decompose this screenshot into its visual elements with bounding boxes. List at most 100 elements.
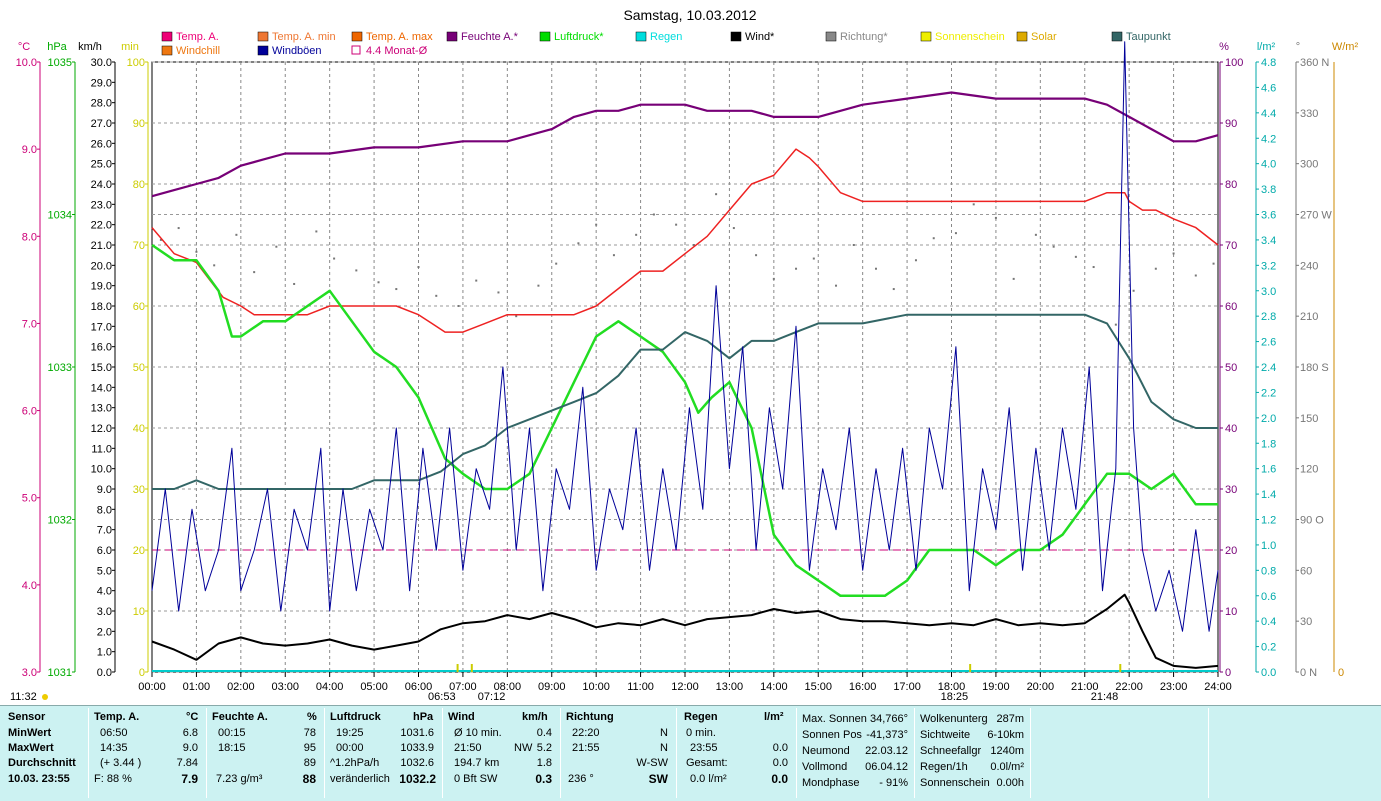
direction-point (954, 232, 957, 235)
direction-point (1052, 245, 1055, 248)
weather-value: 287m (996, 713, 1024, 725)
direction-time: 22:20 (572, 727, 600, 739)
direction-point (812, 257, 815, 260)
annotation-time: 21:48 (1091, 691, 1119, 703)
axis-tick-label-temp_c: 7.0 (22, 318, 37, 330)
astro-value: 06.04.12 (865, 761, 908, 773)
direction-value: N (660, 742, 668, 754)
x-tick-label: 05:00 (360, 681, 388, 693)
x-tick-label: 03:00 (271, 681, 299, 693)
direction-point (1132, 289, 1135, 292)
legend-label: Solar (1031, 31, 1057, 43)
axis-tick-label-sun_min: 100 (127, 57, 145, 69)
series-line-windben (151, 41, 1219, 632)
axis-tick-label-direction_deg: 300 (1300, 159, 1318, 171)
weather-label: Regen/1h (920, 761, 968, 773)
axis-tick-label-direction_deg: 0 N (1300, 667, 1317, 679)
axis-tick-label-sun_min: 0 (139, 667, 145, 679)
direction-point (515, 315, 518, 318)
pressure-trend: ^1.2hPa/h (330, 757, 380, 769)
x-tick-label: 00:00 (138, 681, 166, 693)
annotation-time: 18:25 (941, 691, 969, 703)
legend-swatch (1016, 31, 1028, 42)
temp-time: 06:50 (100, 727, 128, 739)
legend-label: Luftdruck* (554, 31, 604, 43)
legend-label: Temp. A. (176, 31, 219, 43)
axis-tick-label-rain_lm2: 2.0 (1261, 413, 1276, 425)
direction-point (892, 288, 895, 291)
direction-point (333, 257, 336, 260)
chart-svg: Samstag, 10.03.2012 00:00 01:00 02:00 03:00 0… (10, 7, 1359, 703)
axis-tick-label-rain_lm2: 1.6 (1261, 464, 1276, 476)
axis-tick-label-direction_deg: 120 (1300, 464, 1318, 476)
axis-tick-label-humidity_pct: 0 (1225, 667, 1231, 679)
legend-swatch (920, 31, 932, 42)
axis-tick-label-rain_lm2: 0.8 (1261, 565, 1276, 577)
axis-tick-label-wind_kmh: 0.0 (97, 667, 112, 679)
direction-point (1012, 277, 1015, 280)
x-tick-label: 19:00 (982, 681, 1010, 693)
weather-label: Sonnenschein (920, 777, 990, 789)
direction-point (497, 291, 500, 294)
astro-label: Max. Sonnen (802, 713, 867, 725)
axis-tick-label-rain_lm2: 4.6 (1261, 82, 1276, 94)
direction-point (293, 282, 296, 285)
sensor-row: 10.03. 23:55 (8, 773, 70, 785)
rain-label: Gesamt: (686, 757, 728, 769)
axis-tick-label-wind_kmh: 13.0 (91, 403, 112, 415)
annotation-time: 07:12 (478, 691, 506, 703)
x-tick-label: 20:00 (1027, 681, 1055, 693)
legend-swatch (161, 45, 173, 56)
axis-tick-label-rain_lm2: 3.2 (1261, 260, 1276, 272)
axis-tick-label-sun_min: 40 (133, 423, 145, 435)
weather-label: Wolkenunterg (920, 713, 988, 725)
wind-bft: 0 Bft SW (454, 773, 498, 785)
axis-tick-label-direction_deg: 240 (1300, 260, 1318, 272)
direction-point (235, 233, 238, 236)
direction-point (755, 254, 758, 257)
axis-tick-label-direction_deg: 270 W (1300, 210, 1332, 222)
legend-label: Taupunkt (1126, 31, 1171, 43)
axis-tick-label-rain_lm2: 4.4 (1261, 108, 1276, 120)
wind-current: 0.3 (535, 772, 552, 786)
direction-point (1074, 255, 1077, 258)
weather-value: 0.0l/m² (990, 761, 1024, 773)
humidity-time: 18:15 (218, 742, 246, 754)
legend-label: Temp. A. max (366, 31, 433, 43)
x-tick-label: 02:00 (227, 681, 255, 693)
direction-point (1194, 274, 1197, 277)
axis-tick-label-rain_lm2: 3.6 (1261, 210, 1276, 222)
axis-tick-label-temp_c: 9.0 (22, 144, 37, 156)
legend-swatch (257, 31, 269, 42)
sensor-header: Sensor (8, 711, 46, 723)
axis-tick-label-rain_lm2: 2.8 (1261, 311, 1276, 323)
direction-point (732, 227, 735, 230)
x-tick-label: 21:00 (1071, 681, 1099, 693)
axis-tick-label-wind_kmh: 9.0 (97, 484, 112, 496)
axis-tick-label-pressure_hpa: 1034 (48, 210, 72, 222)
pressure-forecast: veränderlich (330, 773, 390, 785)
astro-label: Vollmond (802, 761, 848, 773)
direction-point (1092, 266, 1095, 269)
humidity-value: 95 (303, 742, 316, 754)
axis-tick-label-temp_c: 10.0 (16, 57, 37, 69)
temp-time: 14:35 (100, 742, 128, 754)
direction-time: 21:55 (572, 742, 600, 754)
direction-point (1172, 252, 1175, 255)
sensor-row: MaxWert (8, 742, 54, 754)
axis-tick-label-rain_lm2: 0.2 (1261, 642, 1276, 654)
axis-tick-label-direction_deg: 330 (1300, 108, 1318, 120)
pressure-value: 1031.6 (400, 727, 434, 739)
temp-note: (+ 3.44 ) (100, 757, 142, 769)
axis-tick-label-wind_kmh: 19.0 (91, 281, 112, 293)
axis-tick-label-wind_kmh: 28.0 (91, 98, 112, 110)
direction-point (159, 238, 162, 241)
astro-label: Sonnen Pos (802, 729, 862, 741)
axis-tick-label-sun_min: 30 (133, 484, 145, 496)
direction-point (577, 242, 580, 245)
legend-swatch (635, 31, 647, 42)
sensor-row: Durchschnitt (8, 757, 76, 769)
axis-title-solar_wm2: W/m² (1332, 41, 1359, 53)
pressure-value: 1033.9 (400, 742, 434, 754)
axis-tick-label-sun_min: 20 (133, 545, 145, 557)
